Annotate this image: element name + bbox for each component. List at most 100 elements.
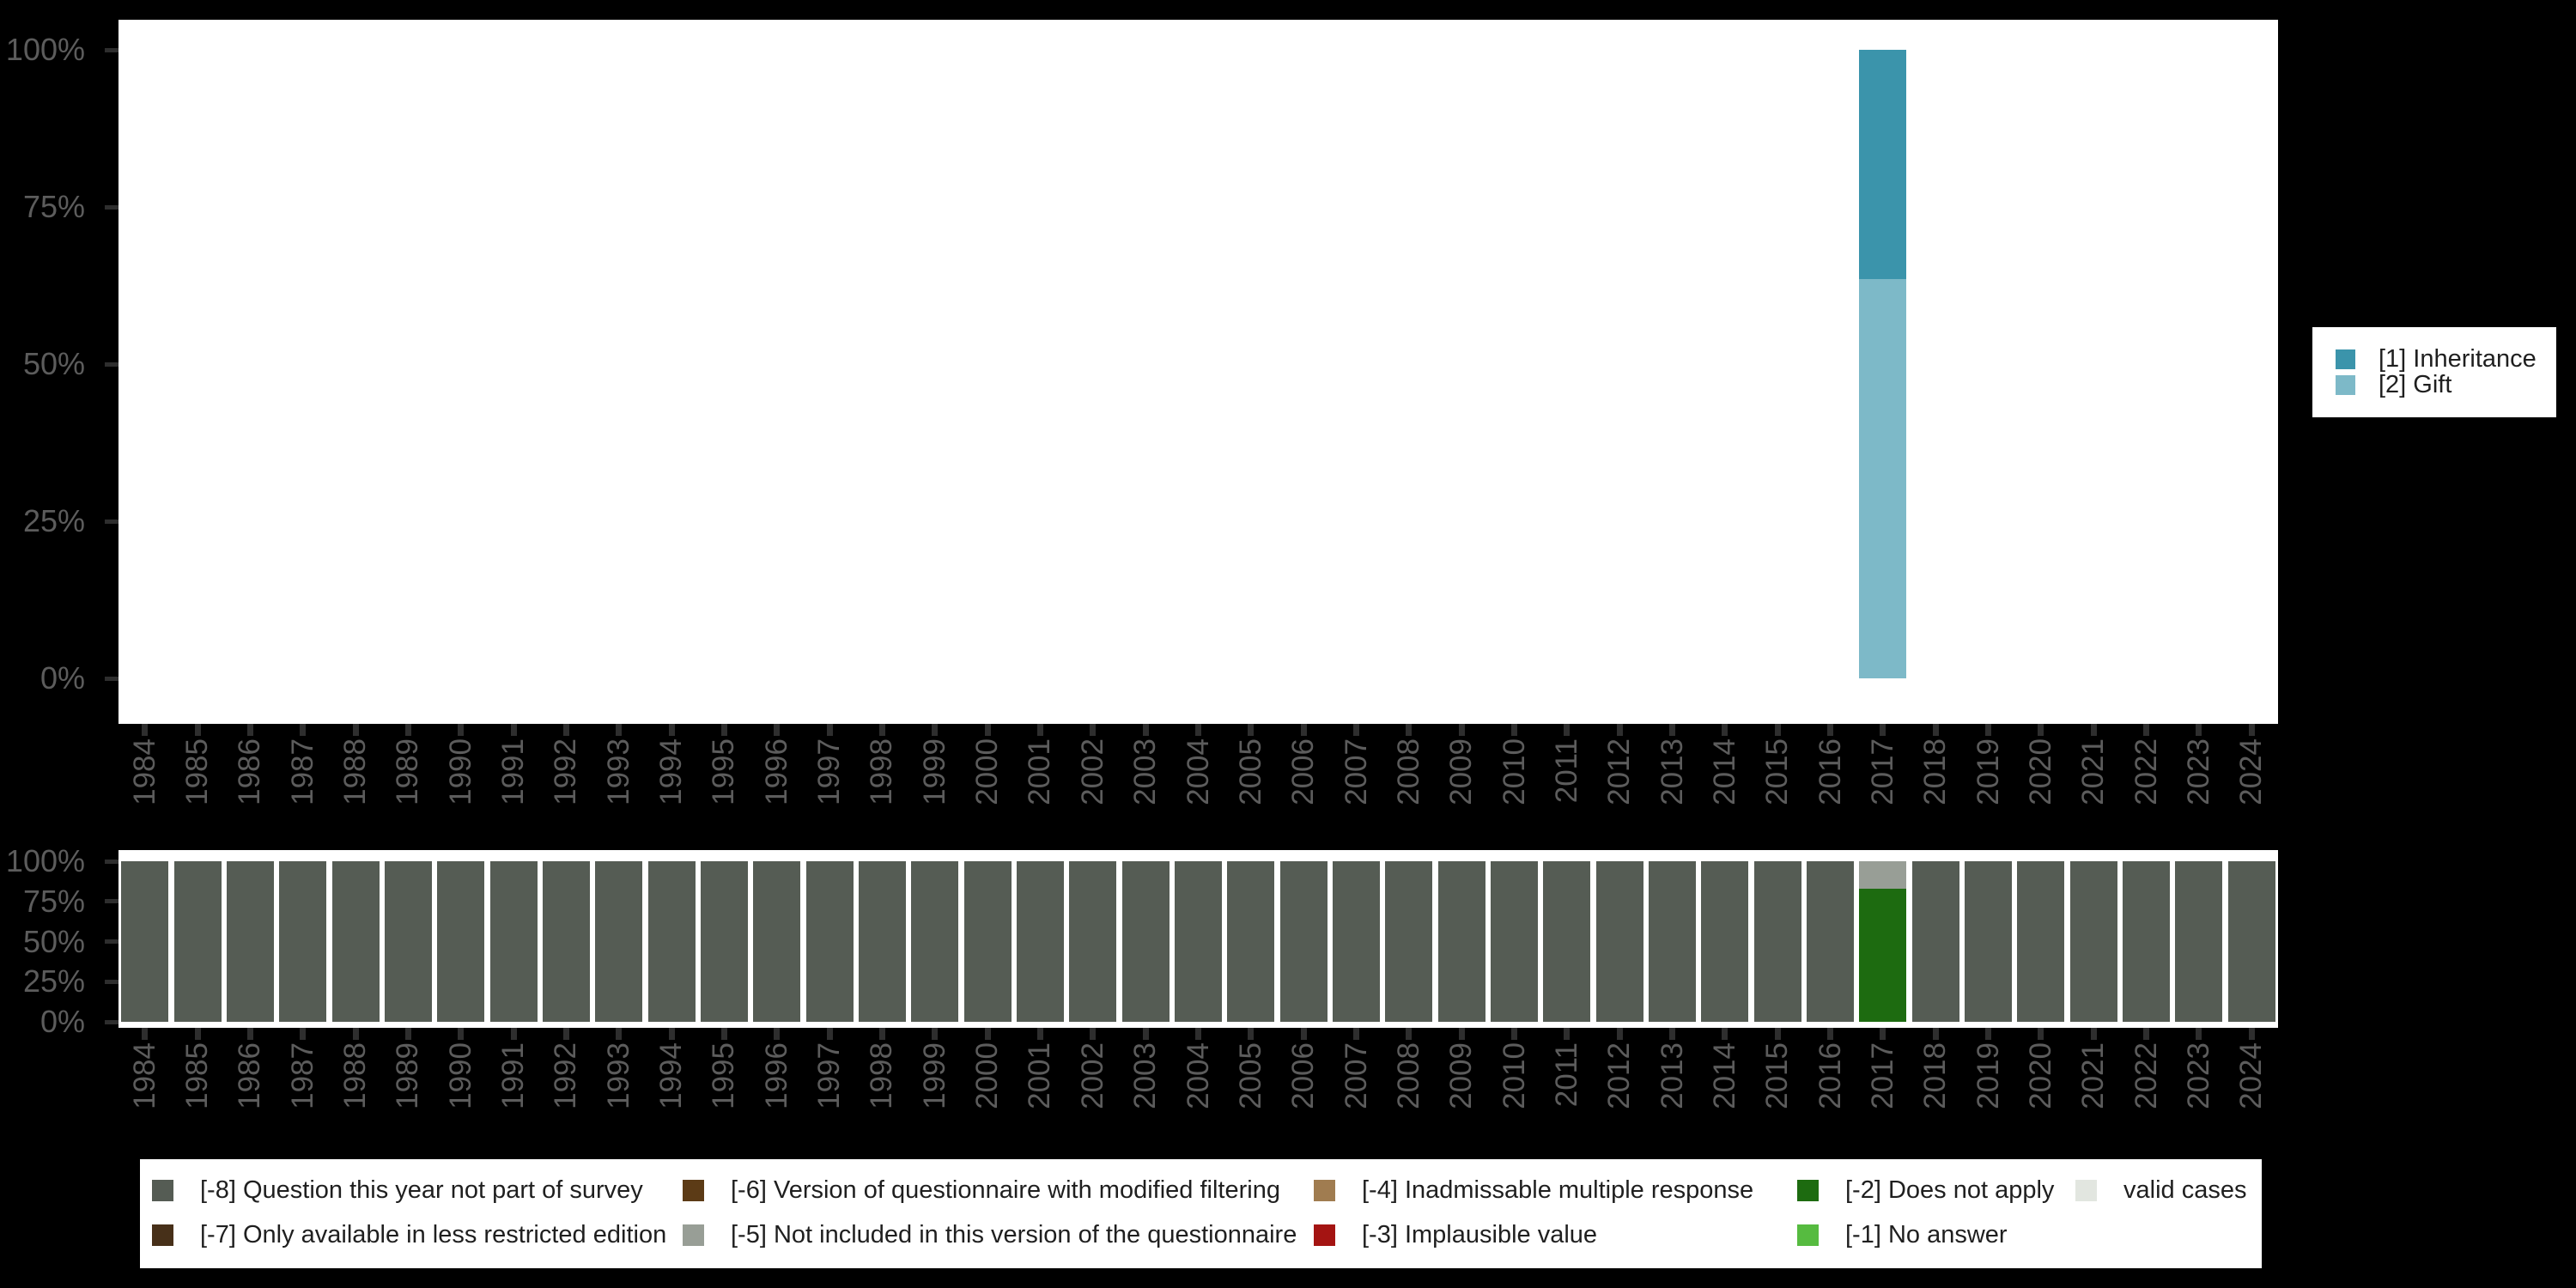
top-chart-panel — [118, 20, 2278, 724]
bottom-bar-segment-2016-m8 — [1807, 861, 1855, 1022]
legend-item-m3: [-3] Implausible value — [1314, 1219, 1597, 1250]
top-y-tick-0 — [105, 676, 118, 681]
bottom-bar-2007 — [1333, 861, 1381, 1022]
top-x-label-1997: 1997 — [812, 738, 847, 805]
bottom-bar-1985 — [173, 861, 222, 1022]
bottom-x-label-1997: 1997 — [812, 1042, 847, 1109]
top-x-label-2015: 2015 — [1760, 738, 1795, 805]
bottom-bar-segment-1998-m8 — [858, 861, 906, 1022]
top-y-tick-50 — [105, 361, 118, 367]
bottom-x-label-1989: 1989 — [391, 1042, 425, 1109]
top-x-label-2019: 2019 — [1971, 738, 2005, 805]
bottom-bar-2019 — [1965, 861, 2013, 1022]
top-x-tick-2004 — [1195, 724, 1201, 736]
top-x-tick-2016 — [1827, 724, 1834, 736]
top-x-tick-2017 — [1880, 724, 1886, 736]
bottom-x-label-1994: 1994 — [654, 1042, 689, 1109]
bottom-bar-segment-2006-m8 — [1279, 861, 1327, 1022]
top-x-label-2006: 2006 — [1286, 738, 1321, 805]
top-x-label-2014: 2014 — [1707, 738, 1741, 805]
bottom-bar-1991 — [489, 861, 538, 1022]
bottom-bar-2002 — [1069, 861, 1117, 1022]
bottom-bar-segment-1999-m8 — [911, 861, 959, 1022]
bottom-bar-1992 — [542, 861, 590, 1022]
bottom-x-tick-2016 — [1827, 1028, 1834, 1040]
bottom-x-tick-2024 — [2248, 1028, 2255, 1040]
top-x-tick-2003 — [1142, 724, 1149, 736]
bottom-x-label-2011: 2011 — [1549, 1042, 1583, 1108]
top-x-tick-2020 — [2038, 724, 2044, 736]
m5-swatch — [683, 1224, 704, 1246]
bottom-bar-segment-1987-m8 — [279, 861, 327, 1022]
top-x-label-1986: 1986 — [233, 738, 267, 805]
bottom-bar-segment-2020-m8 — [2017, 861, 2065, 1022]
bottom-bar-2004 — [1175, 861, 1222, 1022]
top-x-label-2003: 2003 — [1128, 738, 1163, 805]
top-x-tick-2005 — [1248, 724, 1255, 736]
top-x-tick-1994 — [668, 724, 675, 736]
top-x-tick-1995 — [720, 724, 727, 736]
bottom-x-tick-1991 — [510, 1028, 517, 1040]
bottom-x-tick-1988 — [352, 1028, 359, 1040]
bottom-bar-2021 — [2069, 861, 2117, 1022]
bottom-bar-segment-2002-m8 — [1069, 861, 1117, 1022]
bottom-x-label-2014: 2014 — [1707, 1042, 1741, 1109]
top-x-label-2002: 2002 — [1075, 738, 1109, 805]
top-x-tick-2014 — [1722, 724, 1728, 736]
top-x-tick-1984 — [142, 724, 149, 736]
bottom-bar-1984 — [121, 861, 169, 1022]
bottom-x-label-2020: 2020 — [2023, 1042, 2057, 1109]
top-y-tick-75 — [105, 204, 118, 210]
legend-item-m1: [-1] No answer — [1797, 1219, 2008, 1250]
top-x-label-1992: 1992 — [549, 738, 583, 805]
bottom-x-tick-2007 — [1353, 1028, 1360, 1040]
top-x-tick-1998 — [878, 724, 885, 736]
bottom-bar-2001 — [1016, 861, 1064, 1022]
bottom-x-tick-2000 — [984, 1028, 991, 1040]
bottom-bar-segment-2017-m2 — [1859, 888, 1907, 1022]
bottom-x-tick-2011 — [1564, 1028, 1571, 1040]
top-x-label-2007: 2007 — [1339, 738, 1373, 805]
bottom-bar-segment-1993-m8 — [595, 861, 643, 1022]
top-x-label-2021: 2021 — [2076, 738, 2111, 805]
bottom-x-label-1986: 1986 — [233, 1042, 267, 1109]
bottom-x-label-2008: 2008 — [1391, 1042, 1425, 1109]
bottom-x-label-2024: 2024 — [2234, 1042, 2269, 1109]
bottom-bar-segment-2001-m8 — [1016, 861, 1064, 1022]
bottom-x-label-2018: 2018 — [1918, 1042, 1953, 1109]
top-x-tick-1989 — [404, 724, 411, 736]
bottom-x-label-2013: 2013 — [1655, 1042, 1689, 1109]
bottom-bar-segment-2005-m8 — [1227, 861, 1275, 1022]
bottom-x-label-2016: 2016 — [1813, 1042, 1847, 1109]
top-x-label-1988: 1988 — [338, 738, 373, 805]
top-x-tick-1985 — [194, 724, 201, 736]
bottom-bar-1986 — [226, 861, 274, 1022]
bottom-bar-segment-2007-m8 — [1333, 861, 1381, 1022]
bottom-x-label-2005: 2005 — [1233, 1042, 1267, 1109]
bottom-x-label-2002: 2002 — [1075, 1042, 1109, 1109]
top-y-label-25: 25% — [22, 503, 85, 538]
bottom-x-label-2015: 2015 — [1760, 1042, 1795, 1109]
bottom-x-label-1995: 1995 — [707, 1042, 741, 1109]
bottom-x-tick-1995 — [720, 1028, 727, 1040]
bottom-x-label-2019: 2019 — [1971, 1042, 2005, 1109]
bottom-bar-segment-2008-m8 — [1385, 861, 1433, 1022]
bottom-bar-2018 — [1911, 861, 1959, 1022]
bottom-bar-segment-1997-m8 — [805, 861, 854, 1022]
legend-item-m8: [-8] Question this year not part of surv… — [152, 1175, 643, 1206]
top-x-tick-1991 — [510, 724, 517, 736]
bottom-bar-2009 — [1437, 861, 1485, 1022]
bottom-x-tick-2010 — [1511, 1028, 1518, 1040]
bottom-x-label-2012: 2012 — [1602, 1042, 1637, 1109]
top-x-tick-1988 — [352, 724, 359, 736]
bottom-x-label-2003: 2003 — [1128, 1042, 1163, 1109]
bottom-bar-segment-2024-m8 — [2227, 861, 2275, 1022]
bottom-bar-segment-1992-m8 — [542, 861, 590, 1022]
bottom-x-label-1991: 1991 — [496, 1042, 531, 1109]
top-x-label-2009: 2009 — [1444, 738, 1479, 805]
top-y-label-100: 100% — [5, 32, 85, 67]
bottom-bar-1993 — [595, 861, 643, 1022]
top-x-label-2000: 2000 — [970, 738, 1005, 805]
m7-swatch — [152, 1224, 173, 1246]
bottom-y-label-50: 50% — [22, 923, 85, 959]
